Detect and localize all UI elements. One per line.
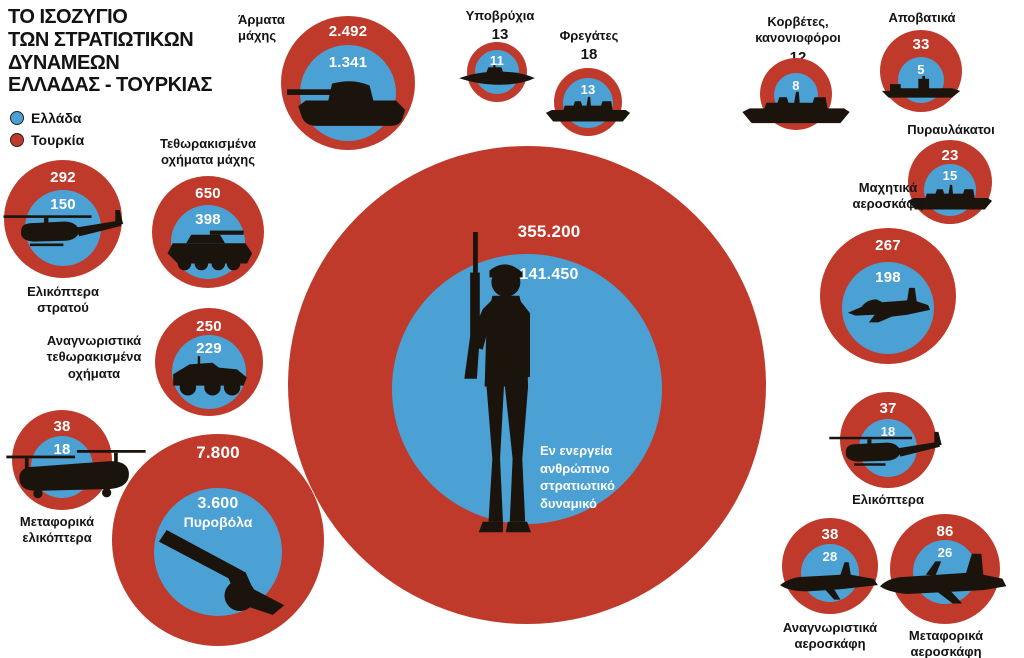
turkey-value: 86 — [936, 523, 954, 540]
greece-value: 398 — [195, 211, 221, 228]
bubble-landing-craft: 33 5 — [880, 30, 962, 112]
greece-value: 229 — [196, 340, 222, 357]
greece-value: 5 — [917, 62, 925, 77]
bubble-missile-boats: 23 15 — [907, 140, 993, 224]
recon-vehicle-icon — [173, 356, 247, 396]
landing-craft-icon — [881, 76, 961, 98]
greece-value: 198 — [875, 269, 901, 286]
bubble-transport-aircraft-label: Μεταφορικά αεροσκάφη — [908, 628, 984, 658]
corvette-icon — [742, 91, 850, 124]
bubble-landing-craft-label: Αποβατικά — [888, 10, 956, 25]
submarine-icon — [459, 65, 535, 85]
turkey-value: 23 — [941, 147, 959, 164]
greece-value: 18 — [53, 441, 71, 458]
turkey-value: 7.800 — [196, 443, 240, 462]
turkey-value: 18 — [580, 46, 598, 64]
bubble-submarines: 11 — [459, 42, 535, 102]
bubble-army-helicopters-label: Ελικόπτερα στρατού — [27, 284, 99, 316]
bubble-frigates-label: Φρεγάτες 18 — [545, 28, 633, 65]
turkey-value: 267 — [875, 237, 901, 254]
turkey-value: 650 — [195, 185, 221, 202]
bubble-frigates: 13 — [545, 68, 631, 136]
transport-helicopter-icon — [6, 450, 146, 499]
greece-value: 26 — [937, 545, 953, 560]
turkey-value: 38 — [821, 526, 839, 543]
bubble-afv: 650 398 — [152, 176, 264, 288]
greece-value: 15 — [942, 168, 958, 183]
legend-greece-label: Ελλάδα — [31, 110, 82, 126]
bubble-missile-boats-label: Πυραυλάκατοι — [907, 122, 995, 137]
bubble-corvettes-label: Κορβέτες, κανονιοφόροι 12 — [740, 14, 856, 67]
bubble-transport-helicopters: 38 18 — [6, 410, 146, 510]
artillery-label: Πυροβόλα — [183, 514, 253, 530]
greece-value: 1.341 — [328, 54, 368, 71]
greece-value: 141.450 — [519, 266, 579, 283]
turkey-value: 250 — [196, 318, 222, 335]
greece-value: 28 — [822, 549, 838, 564]
fighter-jet-icon — [847, 287, 931, 323]
missile-boat-icon — [907, 184, 993, 210]
bubble-recon-armored: 250 229 — [155, 308, 263, 416]
legend-turkey-label: Τουρκία — [31, 132, 85, 148]
helicopter-icon — [829, 431, 942, 466]
bubble-helicopters: 37 18 — [829, 392, 942, 488]
bubble-afv-label: Τεθωρακισμένα οχήματα μάχης — [160, 136, 256, 168]
turkey-value: 38 — [53, 418, 71, 435]
bubble-army-helicopters: 292 150 — [3, 160, 124, 278]
bubble-submarines-label: Υποβρύχια 13 — [450, 8, 550, 45]
greece-circle: 3.600 Πυροβόλα — [154, 488, 282, 616]
turkey-value: 355.200 — [517, 222, 581, 241]
bubble-corvettes: 8 — [742, 58, 850, 130]
artillery-icon — [158, 530, 285, 615]
legend: Ελλάδα Τουρκία — [10, 110, 84, 154]
greece-value: 11 — [489, 53, 505, 68]
turkey-value: 37 — [879, 400, 897, 417]
transport-aircraft-icon — [879, 553, 1007, 604]
tank-icon — [287, 81, 406, 126]
turkey-value: 33 — [912, 36, 930, 53]
infographic-title: ΤΟ ΙΣΟΖΥΓΙΟ ΤΩΝ ΣΤΡΑΤΙΩΤΙΚΩΝ ΔΥΝΑΜΕΩΝ ΕΛ… — [8, 6, 213, 97]
greece-color-dot — [10, 111, 24, 125]
legend-greece: Ελλάδα — [10, 110, 84, 126]
bubble-recon-armored-label: Αναγνωριστικά τεθωρακισμένα οχήματα — [46, 333, 142, 381]
frigate-icon — [545, 96, 631, 122]
greece-value: 150 — [50, 196, 76, 213]
bubble-transport-helicopters-label: Μεταφορικά ελικόπτερα — [19, 514, 95, 546]
turkey-value: 2.492 — [328, 23, 368, 40]
bubble-transport-aircraft: 86 26 — [879, 514, 1007, 624]
bubble-personnel: 355.200 141.450 Εν ενεργεία ανθρώπινο στ… — [288, 146, 766, 624]
greece-value: 13 — [580, 82, 596, 97]
bubble-fighters: 267 198 — [820, 228, 956, 364]
turkey-value: 292 — [50, 169, 76, 186]
bubble-tanks-label: Άρματα μάχης — [238, 12, 285, 44]
armored-vehicle-icon — [167, 230, 253, 271]
greece-value: 3.600 — [197, 495, 239, 512]
attack-helicopter-icon — [3, 210, 124, 247]
turkey-color-dot — [10, 133, 24, 147]
bubble-fighters-label: Μαχητικά αεροσκάφη — [852, 180, 924, 212]
greece-value: 8 — [792, 78, 800, 93]
recon-aircraft-icon — [780, 562, 878, 600]
personnel-caption: Εν ενεργεία ανθρώπινο στρατιωτικό δυναμι… — [540, 443, 615, 511]
bubble-recon-aircraft-label: Αναγνωριστικά αεροσκάφη — [782, 620, 878, 652]
turkey-value: 13 — [491, 26, 509, 44]
bubble-helicopters-label: Ελικόπτερα — [852, 492, 924, 507]
bubble-artillery: 7.800 3.600 Πυροβόλα — [112, 434, 324, 646]
bubble-recon-aircraft: 38 28 — [780, 518, 878, 614]
greece-value: 18 — [880, 424, 896, 439]
bubble-tanks: 2.492 1.341 — [281, 16, 415, 150]
legend-turkey: Τουρκία — [10, 132, 84, 148]
soldier-icon — [464, 232, 531, 533]
